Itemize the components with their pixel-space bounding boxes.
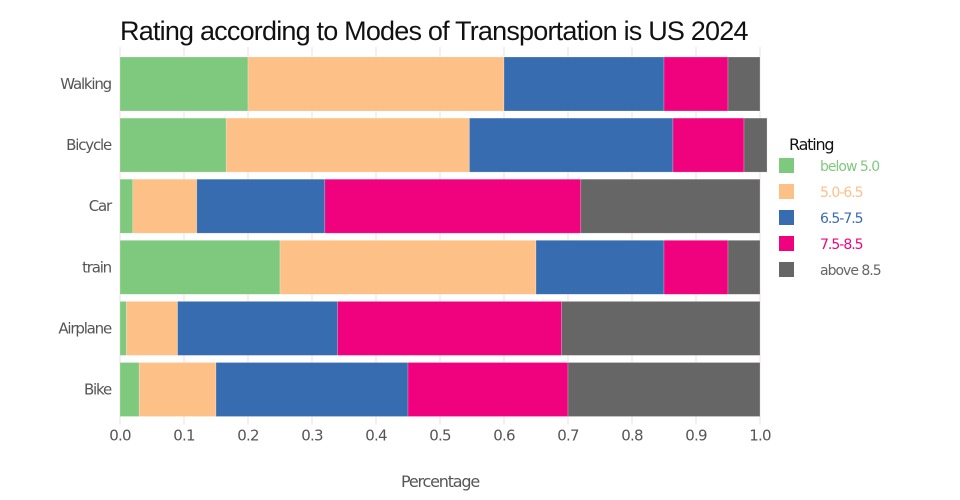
bars bbox=[119, 56, 768, 417]
x-tick-label: 0.8 bbox=[621, 427, 643, 445]
bar-segment-car-3[interactable] bbox=[324, 178, 582, 234]
bar-segment-airplane-2[interactable] bbox=[177, 301, 338, 356]
legend-label: 7.5-8.5 bbox=[820, 237, 863, 253]
bar-segment-airplane-0[interactable] bbox=[119, 301, 127, 356]
y-tick-label: Walking bbox=[60, 75, 111, 93]
bar-segment-walking-3[interactable] bbox=[663, 56, 729, 112]
x-tick-label: 0.6 bbox=[493, 427, 515, 445]
bar-segment-airplane-1[interactable] bbox=[126, 301, 178, 356]
bar-segment-bike-3[interactable] bbox=[407, 362, 569, 417]
legend-label: below 5.0 bbox=[820, 159, 879, 175]
x-tick-label: 0.3 bbox=[301, 427, 323, 445]
bar-segment-bicycle-1[interactable] bbox=[225, 117, 470, 173]
y-tick-label: Car bbox=[89, 197, 113, 215]
x-tick-label: 0.7 bbox=[557, 427, 579, 445]
x-tick-label: 0.4 bbox=[365, 427, 387, 445]
bar-segment-bicycle-3[interactable] bbox=[672, 117, 745, 173]
bar-segment-airplane-3[interactable] bbox=[337, 301, 562, 356]
legend-title: Rating bbox=[789, 135, 833, 154]
bar-segment-train-0[interactable] bbox=[119, 240, 281, 295]
chart-title: Rating according to Modes of Transportat… bbox=[120, 16, 748, 46]
x-tick-label: 0.0 bbox=[109, 427, 131, 445]
x-tick-label: 1.0 bbox=[749, 427, 771, 445]
y-tick-label: train bbox=[82, 258, 112, 276]
y-tick-label: Bicycle bbox=[66, 136, 112, 154]
y-tick-label: Airplane bbox=[58, 319, 112, 337]
bar-segment-walking-0[interactable] bbox=[119, 56, 249, 112]
legend: Rating below 5.0 5.0-6.5 6.5-7.5 7.5-8.5 abo… bbox=[779, 135, 882, 279]
legend-swatch bbox=[779, 184, 794, 199]
bar-segment-walking-4[interactable] bbox=[727, 56, 761, 112]
bar-segment-walking-1[interactable] bbox=[247, 56, 505, 112]
x-tick-label: 0.9 bbox=[685, 427, 707, 445]
bar-segment-bicycle-0[interactable] bbox=[119, 117, 227, 173]
bar-segment-car-2[interactable] bbox=[196, 178, 326, 234]
bar-segment-airplane-4[interactable] bbox=[561, 301, 761, 356]
legend-swatch bbox=[779, 210, 794, 225]
bar-segment-bicycle-4[interactable] bbox=[743, 117, 768, 173]
bar-segment-bicycle-2[interactable] bbox=[469, 117, 674, 173]
x-tick-label: 0.2 bbox=[237, 427, 259, 445]
legend-label: 6.5-7.5 bbox=[820, 211, 863, 227]
legend-label: above 8.5 bbox=[820, 263, 881, 279]
bar-segment-bike-1[interactable] bbox=[138, 362, 217, 417]
legend-swatch bbox=[779, 262, 794, 277]
bar-segment-bike-4[interactable] bbox=[567, 362, 761, 417]
bar-segment-train-1[interactable] bbox=[279, 240, 537, 295]
bar-segment-train-4[interactable] bbox=[727, 240, 761, 295]
bar-segment-train-2[interactable] bbox=[535, 240, 665, 295]
bar-segment-car-1[interactable] bbox=[132, 178, 198, 234]
bar-segment-bike-2[interactable] bbox=[215, 362, 409, 417]
y-axis-tick-labels: Walking Bicycle Car train Airplane Bike bbox=[58, 75, 114, 399]
x-axis-tick-labels: 0.0 0.1 0.2 0.3 0.4 0.5 0.6 0.7 0.8 0.9 1.0 bbox=[109, 427, 772, 445]
x-axis-label: Percentage bbox=[401, 472, 479, 491]
bar-segment-car-0[interactable] bbox=[119, 178, 134, 234]
legend-swatch bbox=[779, 236, 794, 251]
y-tick-label: Bike bbox=[84, 381, 112, 399]
bar-segment-train-3[interactable] bbox=[663, 240, 729, 295]
bar-segment-walking-2[interactable] bbox=[503, 56, 665, 112]
bar-segment-bike-0[interactable] bbox=[119, 362, 140, 417]
legend-swatch bbox=[779, 158, 794, 173]
x-tick-label: 0.5 bbox=[429, 427, 451, 445]
x-tick-label: 0.1 bbox=[173, 427, 195, 445]
legend-label: 5.0-6.5 bbox=[820, 185, 863, 201]
bar-segment-car-4[interactable] bbox=[580, 178, 761, 234]
